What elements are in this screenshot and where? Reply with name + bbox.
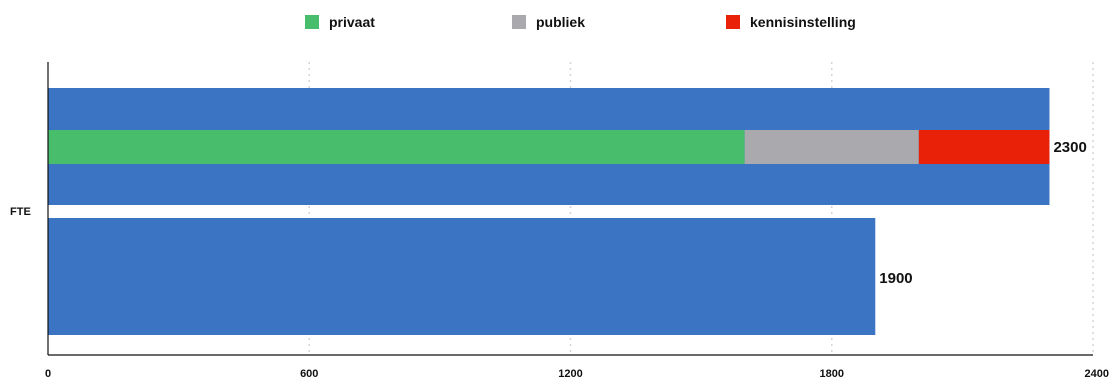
x-tick-label-0: 0: [45, 368, 51, 380]
chart-legend: privaat publiek kennisinstelling: [0, 14, 1111, 38]
x-tick-label-2400: 2400: [1085, 368, 1109, 380]
bar-1900: [48, 218, 876, 335]
legend-item-publiek: publiek: [512, 14, 585, 30]
bar-value-label-1900: 1900: [879, 270, 912, 287]
legend-swatch-publiek: [512, 15, 526, 29]
bar-value-label-2300: 2300: [1053, 139, 1086, 156]
legend-label-publiek: publiek: [536, 14, 586, 30]
bar-segment-privaat: [48, 130, 745, 164]
category-label: FTE: [10, 206, 31, 218]
x-tick-label-600: 600: [300, 368, 318, 380]
legend-label-kennisinstelling: kennisinstelling: [750, 14, 856, 30]
x-tick-label-1800: 1800: [820, 368, 844, 380]
legend-swatch-kennisinstelling: [726, 15, 740, 29]
bar-segment-kennisinstelling: [918, 130, 1050, 164]
legend-item-kennisinstelling: kennisinstelling: [726, 14, 856, 30]
legend-item-privaat: privaat: [305, 14, 375, 30]
legend-label-privaat: privaat: [329, 14, 375, 30]
bar-segment-publiek: [744, 130, 919, 164]
legend-swatch-privaat: [305, 15, 319, 29]
x-tick-label-1200: 1200: [558, 368, 582, 380]
